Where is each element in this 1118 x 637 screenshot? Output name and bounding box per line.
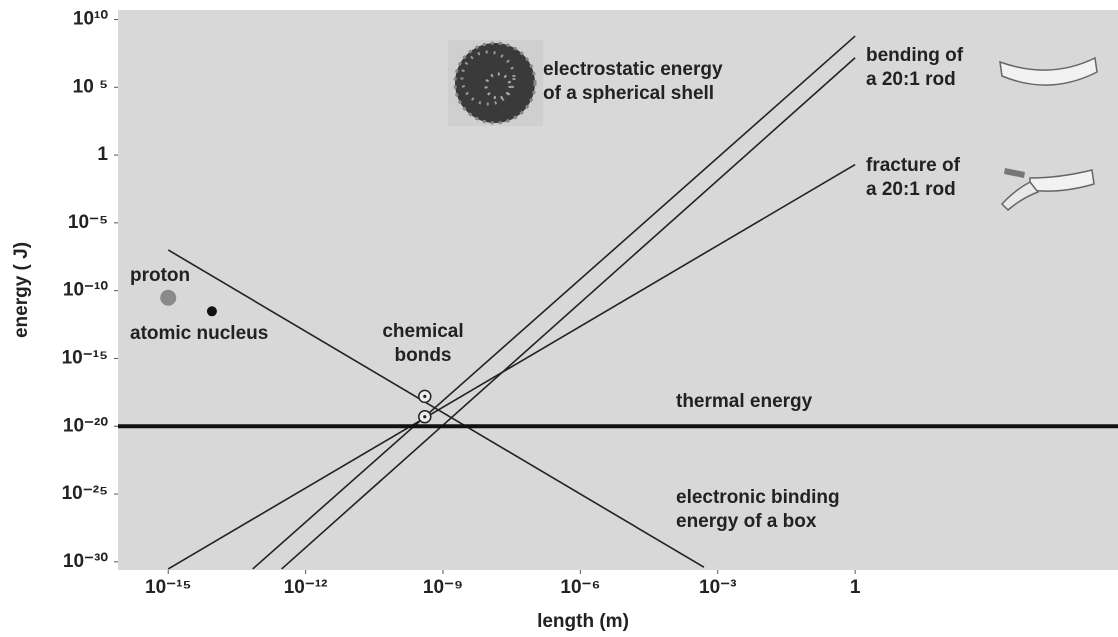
x-tick-label: 1 <box>850 577 861 598</box>
x-tick-label: 10⁻⁶ <box>560 577 600 598</box>
series-label: electrostatic energy of a spherical shel… <box>543 58 738 106</box>
series-label: atomic nucleus <box>130 322 330 346</box>
data-point <box>207 306 217 316</box>
y-tick-label: 10¹⁰ <box>73 8 108 29</box>
series-label: proton <box>130 264 250 288</box>
x-axis-title: length (m) <box>537 611 629 632</box>
data-point <box>160 290 176 306</box>
x-tick-label: 10⁻¹² <box>284 577 328 598</box>
series-label: chemical bonds <box>378 320 468 368</box>
data-point-center <box>423 415 426 418</box>
y-tick-label: 10⁻²⁵ <box>62 483 108 504</box>
series-label: thermal energy <box>676 390 896 414</box>
page: length (m) energy ( J) 10¹⁰ 10 ⁵ 1 10⁻⁵ 10⁻¹… <box>0 0 1118 637</box>
sphere <box>455 43 535 123</box>
sphere-icon <box>448 40 543 126</box>
y-tick-label: 10⁻⁵ <box>68 212 108 233</box>
series-label: fracture of a 20:1 rod <box>866 154 971 202</box>
x-tick-label: 10⁻⁹ <box>423 577 463 598</box>
x-tick-label: 10⁻¹⁵ <box>145 577 191 598</box>
y-tick-label: 1 <box>97 144 108 165</box>
y-axis-title: energy ( J) <box>11 242 32 338</box>
data-point-center <box>423 395 426 398</box>
x-tick-label: 10⁻³ <box>699 577 737 598</box>
y-tick-label: 10 ⁵ <box>73 76 108 97</box>
series-label: bending of a 20:1 rod <box>866 44 971 92</box>
y-tick-label: 10⁻¹⁵ <box>62 347 108 368</box>
y-tick-label: 10⁻¹⁰ <box>63 280 108 301</box>
y-tick-label: 10⁻²⁰ <box>63 415 108 436</box>
y-tick-label: 10⁻³⁰ <box>63 551 108 572</box>
series-label: electronic binding energy of a box <box>676 486 856 534</box>
